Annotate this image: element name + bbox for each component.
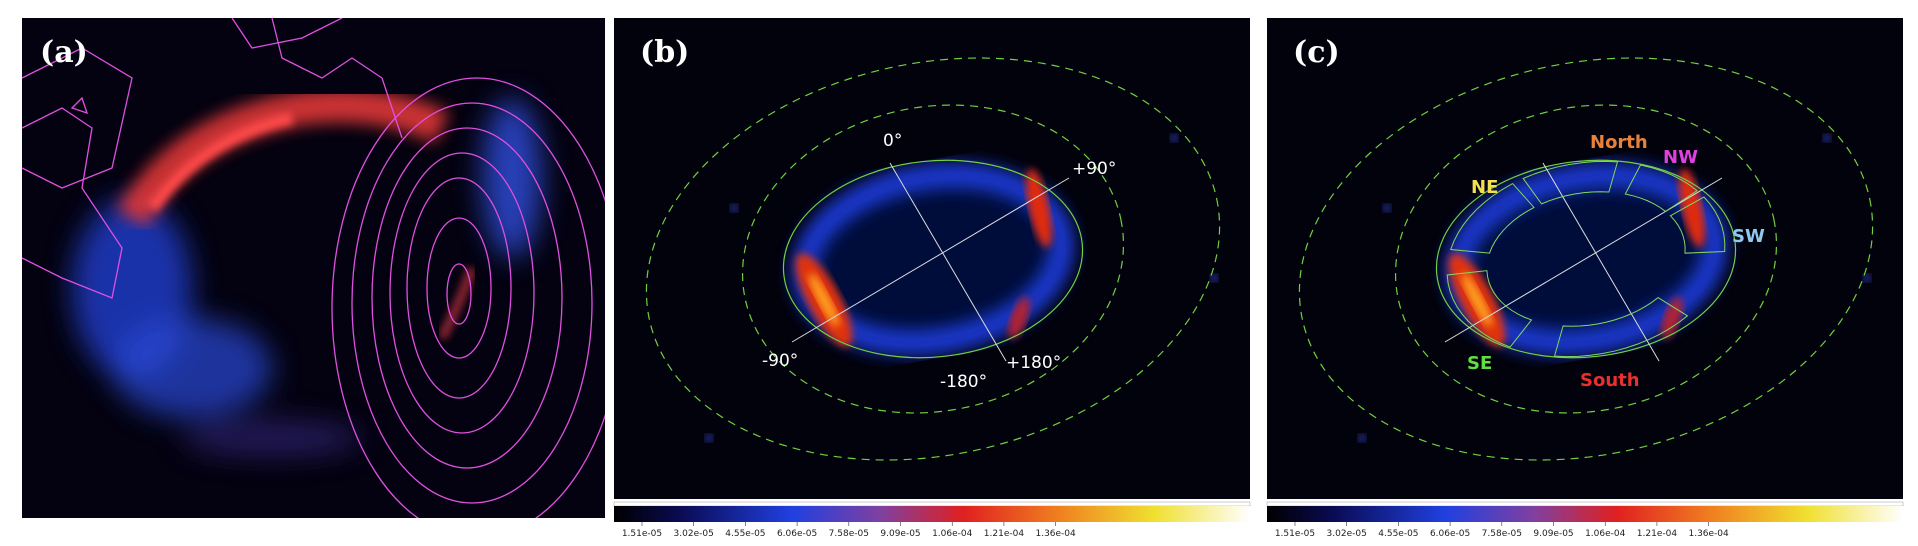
colorbar-tick-label: 4.55e-05: [1378, 529, 1418, 539]
star: [1383, 204, 1391, 212]
region-sector: [1450, 182, 1535, 254]
star: [1358, 434, 1366, 442]
region-sector: [1446, 270, 1533, 348]
region-label: South: [1580, 370, 1640, 391]
region-label: NW: [1663, 147, 1698, 168]
colorbar-tick-label: 1.06e-04: [932, 529, 973, 539]
colorbar: [1267, 506, 1903, 522]
colorbar-tick-label: 4.55e-05: [725, 529, 765, 539]
colorbar-tick-label: 9.09e-05: [1533, 529, 1573, 539]
angle-label: +90°: [1072, 159, 1116, 179]
region-label: North: [1590, 132, 1648, 153]
colorbar-frame: [1266, 501, 1904, 507]
angle-label: -90°: [762, 351, 798, 371]
axis-line: [1444, 177, 1723, 343]
mid-ellipse: [741, 104, 1125, 414]
colorbar-tick-label: 1.06e-04: [1585, 529, 1626, 539]
colorbar-tick-label: 1.36e-04: [1035, 529, 1076, 539]
colorbar-tick-label: 6.06e-05: [777, 529, 817, 539]
region-label: SW: [1732, 226, 1765, 247]
angle-label: +180°: [1006, 353, 1061, 373]
overlay: [645, 57, 1221, 461]
colorbar-tick-label: 7.58e-05: [829, 529, 869, 539]
remnant-image: [614, 18, 1250, 499]
star: [1863, 274, 1871, 282]
colorbar-tick-label: 7.58e-05: [1482, 529, 1522, 539]
panel-c: NE North NW SW SE South (c) 1.51e-05 3.02…: [1266, 18, 1904, 539]
star: [705, 434, 713, 442]
angle-label: -180°: [940, 372, 987, 392]
mid-ellipse: [1394, 104, 1778, 414]
colorbar-tick-label: 3.02e-05: [1327, 529, 1367, 539]
inner-ellipse: [782, 159, 1084, 359]
remnant-image: [1267, 18, 1903, 499]
colorbar-tick-label: 1.21e-04: [984, 529, 1025, 539]
hot-core: [808, 273, 840, 327]
angle-label: 0°: [883, 131, 902, 151]
star: [1170, 134, 1178, 142]
overlay: [1298, 57, 1874, 461]
outer-ellipse: [645, 57, 1221, 461]
axis-line: [791, 177, 1070, 343]
panel-a: (a): [22, 18, 605, 518]
region-label: SE: [1467, 353, 1492, 374]
star: [1210, 274, 1218, 282]
panel-label: (c): [1293, 35, 1340, 70]
colorbar-tick-label: 1.51e-05: [622, 529, 662, 539]
axis-line: [1542, 162, 1660, 362]
panel-b: 0° +90° -90° -180° +180° (b) 1.51e-05 3.0…: [613, 18, 1251, 539]
region-sector: [1624, 164, 1698, 213]
region-label: NE: [1471, 177, 1498, 198]
colorbar-tick-label: 3.02e-05: [674, 529, 714, 539]
colorbar-tick-label: 1.21e-04: [1637, 529, 1678, 539]
inner-ellipse: [1435, 159, 1737, 359]
hot-spot: [1661, 297, 1683, 339]
star: [1823, 134, 1831, 142]
region-sector: [1553, 297, 1689, 358]
hot-spot: [1679, 168, 1705, 248]
hot-core: [1461, 273, 1493, 327]
colorbar-tick-label: 1.36e-04: [1688, 529, 1729, 539]
star: [730, 204, 738, 212]
hot-spot: [1026, 168, 1052, 248]
colorbar-tick-label: 9.09e-05: [880, 529, 920, 539]
hot-spot: [1008, 297, 1030, 339]
panel-label: (b): [640, 35, 689, 70]
colorbar: [614, 506, 1250, 522]
colorbar-tick-label: 1.51e-05: [1275, 529, 1315, 539]
region-sector: [1669, 196, 1726, 254]
region-sector: [1522, 160, 1619, 205]
outer-ellipse: [1298, 57, 1874, 461]
colorbar-frame: [613, 501, 1251, 507]
colorbar-tick-label: 6.06e-05: [1430, 529, 1470, 539]
panel-label: (a): [40, 35, 88, 70]
axis-line: [889, 162, 1007, 362]
